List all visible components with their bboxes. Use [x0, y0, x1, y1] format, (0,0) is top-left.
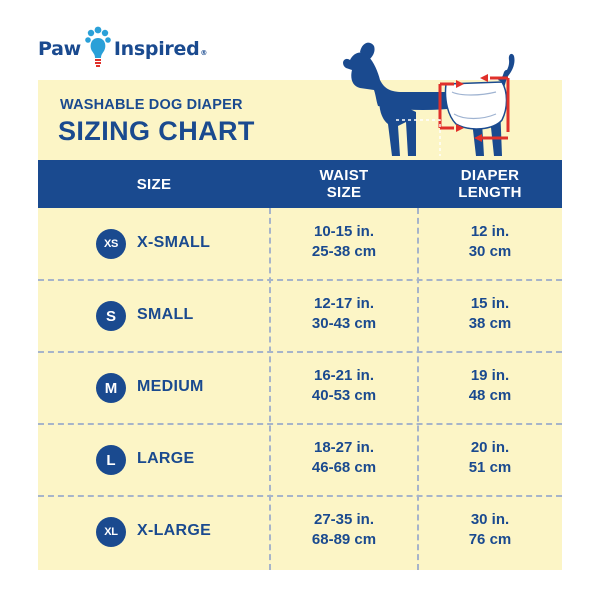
header-diaper-line2: LENGTH	[458, 184, 522, 201]
brand-logo: Paw Inspired®	[38, 24, 207, 74]
waist-size-cell: 16-21 in. 40-53 cm	[270, 366, 418, 406]
size-badge: XS	[96, 229, 126, 259]
header-size-label: SIZE	[136, 175, 172, 193]
length-cm: 51 cm	[468, 459, 512, 476]
row-divider	[38, 279, 562, 281]
waist-inches: 16-21 in.	[313, 367, 375, 384]
dog-wearing-diaper-icon	[343, 42, 515, 156]
length-inches: 15 in.	[470, 295, 510, 312]
column-divider	[269, 208, 271, 570]
waist-cm: 30-43 cm	[311, 315, 377, 332]
brand-name-right: Inspired	[113, 38, 200, 60]
table-header: SIZE WAIST SIZE DIAPER LENGTH	[38, 160, 562, 208]
size-label: X-LARGE	[137, 522, 212, 539]
size-badge: M	[96, 373, 126, 403]
waist-size-cell: 18-27 in. 46-68 cm	[270, 438, 418, 478]
waist-inches: 12-17 in.	[313, 295, 375, 312]
row-divider	[38, 495, 562, 497]
chart-title: SIZING CHART	[58, 116, 255, 146]
brand-name: Paw Inspired®	[38, 24, 207, 74]
waist-cm: 25-38 cm	[311, 243, 377, 260]
table-row-s: S SMALL 12-17 in. 30-43 cm 15 in. 38 cm	[38, 280, 562, 352]
row-divider	[38, 351, 562, 353]
waist-cm: 40-53 cm	[311, 387, 377, 404]
waist-inches: 18-27 in.	[313, 439, 375, 456]
chart-subtitle: WASHABLE DOG DIAPER	[60, 97, 243, 113]
waist-inches: 10-15 in.	[313, 223, 375, 240]
row-divider	[38, 423, 562, 425]
diaper-length-cell: 19 in. 48 cm	[418, 366, 562, 406]
diaper-length-cell: 12 in. 30 cm	[418, 222, 562, 262]
header-waist-size: WAIST SIZE	[270, 160, 418, 208]
waist-cm: 46-68 cm	[311, 459, 377, 476]
waist-cm: 68-89 cm	[311, 531, 377, 548]
header-waist-line2: SIZE	[326, 184, 362, 201]
size-label: X-SMALL	[137, 234, 211, 251]
waist-size-cell: 27-35 in. 68-89 cm	[270, 510, 418, 550]
diaper-length-cell: 30 in. 76 cm	[418, 510, 562, 550]
size-label: SMALL	[137, 306, 194, 323]
header-size: SIZE	[38, 160, 270, 208]
size-badge: XL	[96, 517, 126, 547]
diaper-length-cell: 20 in. 51 cm	[418, 438, 562, 478]
size-label: MEDIUM	[137, 378, 204, 395]
size-badge: S	[96, 301, 126, 331]
diaper-length-cell: 15 in. 38 cm	[418, 294, 562, 334]
paw-lightbulb-icon	[85, 26, 111, 67]
registered-mark: ®	[200, 49, 208, 57]
table-row-l: L LARGE 18-27 in. 46-68 cm 20 in. 51 cm	[38, 424, 562, 496]
length-inches: 19 in.	[470, 367, 510, 384]
waist-inches: 27-35 in.	[313, 511, 375, 528]
table-row-xs: XS X-SMALL 10-15 in. 25-38 cm 12 in. 30 …	[38, 208, 562, 280]
brand-name-left: Paw	[38, 38, 81, 60]
column-divider	[417, 208, 419, 570]
waist-size-cell: 10-15 in. 25-38 cm	[270, 222, 418, 262]
length-inches: 12 in.	[470, 223, 510, 240]
length-cm: 38 cm	[468, 315, 512, 332]
length-cm: 48 cm	[468, 387, 512, 404]
header-waist-line1: WAIST	[319, 167, 369, 184]
length-cm: 30 cm	[468, 243, 512, 260]
length-cm: 76 cm	[468, 531, 512, 548]
size-label: LARGE	[137, 450, 195, 467]
header-diaper-length: DIAPER LENGTH	[418, 160, 562, 208]
header-diaper-line1: DIAPER	[460, 167, 520, 184]
length-inches: 30 in.	[470, 511, 510, 528]
waist-size-cell: 12-17 in. 30-43 cm	[270, 294, 418, 334]
size-badge: L	[96, 445, 126, 475]
table-row-xl: XL X-LARGE 27-35 in. 68-89 cm 30 in. 76 …	[38, 496, 562, 568]
length-inches: 20 in.	[470, 439, 510, 456]
table-row-m: M MEDIUM 16-21 in. 40-53 cm 19 in. 48 cm	[38, 352, 562, 424]
